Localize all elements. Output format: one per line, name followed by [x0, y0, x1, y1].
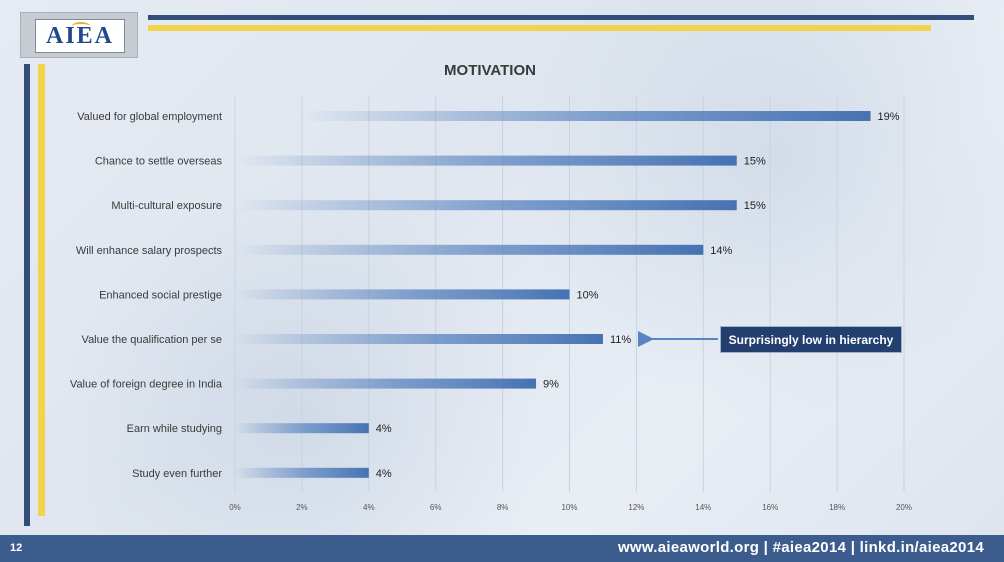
x-tick-label: 4%: [363, 503, 375, 512]
category-label: Study even further: [132, 468, 222, 480]
bar: [235, 423, 369, 434]
category-label: Earn while studying: [127, 423, 222, 435]
top-yellow-rule: [148, 25, 931, 31]
category-label: Value of foreign degree in India: [70, 379, 223, 391]
motivation-bar-chart: Valued for global employment 19% Chance to…: [70, 96, 912, 512]
callout-box: Surprisingly low in hierarchy: [720, 326, 902, 353]
x-tick-label: 20%: [896, 503, 912, 512]
logo-frame: AIEA: [20, 12, 138, 58]
data-label: 19%: [878, 111, 900, 123]
footer-links: www.aieaworld.org | #aiea2014 | linkd.in…: [617, 539, 984, 556]
x-tick-label: 10%: [561, 503, 577, 512]
data-label: 9%: [543, 379, 559, 391]
x-tick-label: 12%: [628, 503, 644, 512]
x-tick-label: 8%: [497, 503, 509, 512]
aiea-logo: AIEA: [35, 19, 125, 53]
data-label: 10%: [577, 289, 599, 301]
page-number: 12: [10, 542, 23, 554]
x-tick-label: 18%: [829, 503, 845, 512]
bar: [300, 111, 871, 121]
x-tick-label: 6%: [430, 503, 442, 512]
x-tick-label: 16%: [762, 503, 778, 512]
bar: [235, 289, 570, 300]
chart-title: MOTIVATION: [444, 62, 536, 79]
category-label: Valued for global employment: [77, 111, 222, 123]
data-label: 4%: [376, 468, 392, 480]
footer-bar: 12 www.aieaworld.org | #aiea2014 | linkd…: [0, 535, 1004, 562]
bar: [235, 244, 704, 255]
x-tick-label: 14%: [695, 503, 711, 512]
data-label: 15%: [744, 156, 766, 168]
category-label: Multi-cultural exposure: [111, 200, 222, 212]
data-label: 4%: [376, 423, 392, 435]
left-yellow-rule: [38, 64, 45, 516]
category-label: Enhanced social prestige: [99, 289, 222, 301]
x-tick-label: 0%: [229, 503, 241, 512]
data-label: 15%: [744, 200, 766, 212]
bar: [235, 334, 603, 344]
category-label: Will enhance salary prospects: [76, 245, 223, 257]
bar: [235, 467, 369, 478]
top-navy-rule: [148, 15, 974, 20]
left-navy-rule: [24, 64, 30, 526]
data-label: 14%: [710, 245, 732, 257]
data-label: 11%: [610, 334, 631, 346]
logo-arc-decoration: [72, 22, 90, 30]
category-label: Value the qualification per se: [82, 334, 222, 346]
x-tick-label: 2%: [296, 503, 308, 512]
category-label: Chance to settle overseas: [95, 156, 223, 168]
bar: [235, 200, 737, 211]
bar: [235, 378, 537, 389]
bar: [235, 155, 737, 166]
